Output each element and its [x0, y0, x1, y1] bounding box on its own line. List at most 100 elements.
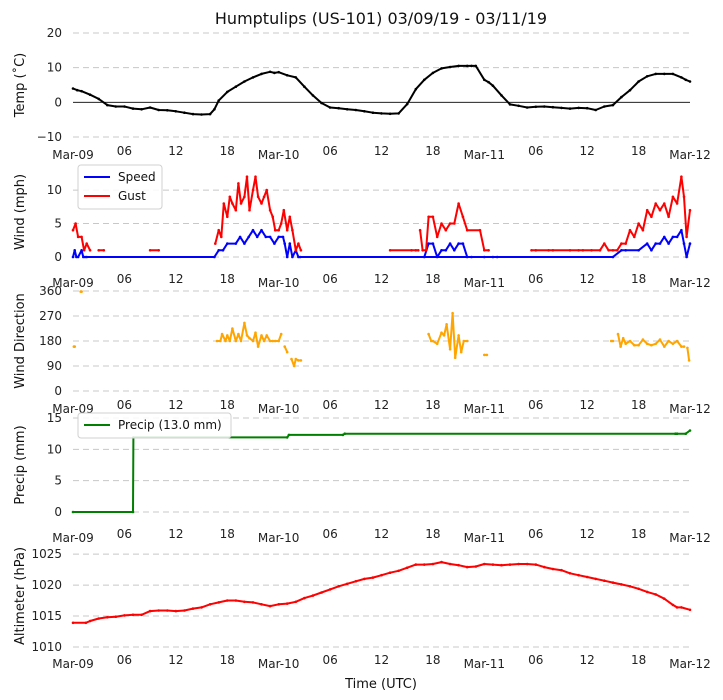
y-tick-label: 5 — [54, 474, 62, 488]
series-speed-point — [247, 235, 250, 239]
x-tick-label: 06 — [117, 398, 132, 412]
x-tick-label: Mar-09 — [52, 657, 93, 671]
series-speed-point — [495, 255, 499, 259]
x-tick-label: 06 — [528, 272, 543, 286]
series-temp-point — [76, 88, 79, 92]
series-speed-point — [264, 235, 268, 239]
series-altimeter-point — [431, 562, 435, 566]
series-direction-point — [650, 343, 653, 347]
x-tick-label: Mar-10 — [258, 657, 299, 671]
series-direction-point — [611, 339, 615, 343]
series-temp-point — [688, 80, 692, 83]
series-direction-point — [457, 334, 460, 337]
series-direction-point — [277, 339, 281, 343]
panel-altimeter: 1025 1020 1015 1010 Mar-09 06 12 18 Mar-10 06 12 18… — [13, 547, 711, 671]
x-tick-label: 18 — [631, 398, 646, 412]
series-gust-point — [262, 195, 266, 199]
series-direction-point — [80, 290, 83, 293]
series-altimeter-point — [148, 609, 152, 613]
series-temp-point — [114, 105, 118, 108]
series-altimeter-point — [337, 585, 341, 588]
series-gust-point — [265, 188, 269, 192]
y-tick-label: 5 — [54, 217, 62, 231]
series-altimeter-point — [645, 590, 649, 594]
series-gust-point — [388, 249, 392, 252]
series-temp-point — [88, 93, 92, 96]
series-gust-point — [268, 208, 272, 212]
series-precip-13-0-mm — [72, 429, 691, 513]
series-altimeter-point — [500, 563, 503, 567]
series-altimeter-point — [191, 607, 195, 610]
chart-title: Humptulips (US-101) 03/09/19 - 03/11/19 — [215, 9, 547, 28]
series-gust-point — [682, 195, 686, 199]
panel-temp: 20 10 0 −10 Mar-09 06 12 18 Mar-10 06 12 18 Mar-11 06… — [12, 26, 711, 162]
series-direction-point — [485, 353, 489, 357]
x-tick-label: 06 — [322, 653, 337, 667]
legend-label: Precip (13.0 mm) — [118, 418, 222, 432]
series-altimeter-point — [525, 562, 529, 566]
y-tick-label: 0 — [54, 250, 62, 264]
series-gust-point — [675, 202, 679, 205]
series-gust-point — [534, 249, 538, 252]
series-temp-point — [213, 108, 216, 111]
series-speed-point — [688, 242, 692, 245]
series-gust-point — [157, 249, 160, 252]
x-tick-label: Mar-11 — [464, 531, 505, 545]
series-gust-point — [297, 242, 300, 245]
series-temp-point — [273, 71, 276, 75]
series-temp-point — [388, 112, 392, 116]
series-gust-point — [417, 249, 420, 252]
series-gust-point — [226, 215, 229, 219]
series-gust-point — [448, 222, 452, 225]
series-speed-point — [611, 255, 615, 259]
series-direction-point — [624, 342, 627, 346]
series-altimeter — [72, 561, 691, 624]
series-altimeter-point — [405, 566, 409, 569]
series-altimeter-point — [543, 565, 546, 569]
x-tick-label: 18 — [220, 398, 235, 412]
series-gust-point — [603, 242, 606, 245]
series-speed-point — [435, 255, 439, 259]
series-temp-point — [260, 72, 263, 76]
series-altimeter-point — [688, 608, 692, 612]
y-tick-label: −10 — [37, 130, 62, 144]
series-altimeter-point — [637, 587, 640, 591]
series-temp-point — [303, 85, 306, 88]
series-temp-point — [671, 72, 675, 76]
series-precip-13-0-mm-point — [684, 432, 687, 436]
series-direction-point — [285, 350, 289, 354]
series-temp-point — [431, 71, 435, 75]
series-altimeter-point — [551, 567, 555, 571]
series-altimeter-point — [440, 560, 443, 564]
x-tick-label: Mar-12 — [669, 148, 710, 162]
series-temp — [72, 64, 691, 116]
series-speed-point — [281, 235, 285, 239]
series-temp-point — [183, 111, 186, 114]
series-gust-point — [478, 228, 482, 232]
series-altimeter-point — [226, 599, 229, 602]
series-temp-point — [71, 87, 75, 90]
series-direction-point — [245, 334, 249, 337]
series-temp-point — [628, 88, 632, 92]
y-tick-label: 360 — [39, 284, 62, 298]
legend-label: Gust — [118, 189, 146, 203]
series-direction-point — [427, 332, 430, 336]
series-gust-point — [444, 228, 448, 232]
series-gust-point — [222, 202, 226, 205]
y-tick-label: 20 — [47, 26, 62, 40]
series-direction-point — [462, 339, 466, 343]
series-direction-point — [231, 327, 234, 330]
series-altimeter-point — [251, 601, 255, 604]
series-precip-13-0-mm-point — [688, 429, 692, 432]
x-tick-label: 06 — [322, 527, 337, 541]
series-altimeter-point — [303, 596, 306, 600]
series-speed-point — [80, 249, 83, 252]
series-temp-point — [285, 74, 289, 77]
series-gust-point — [299, 249, 303, 252]
series-gust-point — [148, 249, 152, 252]
x-tick-label: Mar-10 — [258, 402, 299, 416]
series-speed-point — [226, 242, 229, 245]
series-direction-point — [256, 345, 260, 348]
series-speed-point — [671, 235, 675, 239]
series-temp-point — [594, 108, 597, 112]
